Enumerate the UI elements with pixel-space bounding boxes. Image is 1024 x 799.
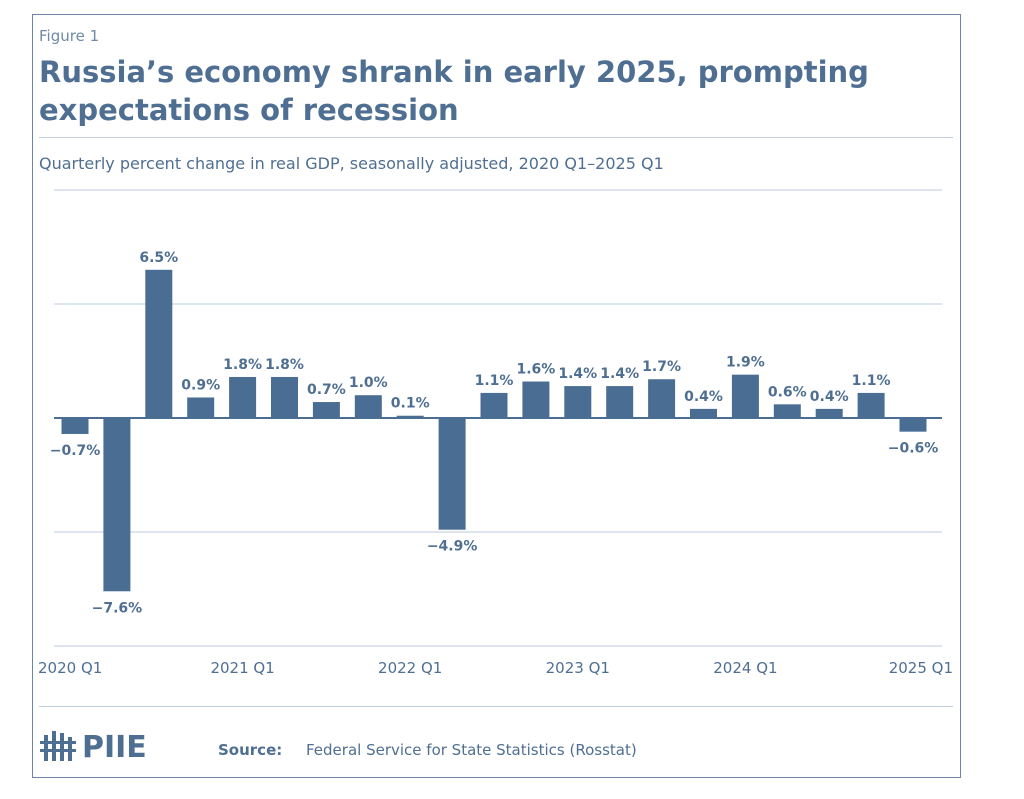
bar [731, 374, 759, 418]
source-label: Source: [218, 741, 283, 759]
piie-logo: PIIE [40, 729, 147, 765]
bar [564, 386, 592, 418]
data-label: 1.4% [558, 366, 597, 382]
data-label: 0.1% [391, 396, 430, 412]
data-label: 0.4% [684, 389, 723, 405]
bar [522, 381, 550, 418]
bar [61, 418, 89, 434]
data-label: 6.5% [139, 250, 178, 266]
x-tick-label: 2024 Q1 [713, 659, 777, 677]
x-tick-label: 2025 Q1 [889, 659, 953, 677]
chart-subtitle: Quarterly percent change in real GDP, se… [39, 154, 664, 173]
bar [857, 392, 885, 418]
x-tick-label: 2023 Q1 [546, 659, 610, 677]
bar [187, 397, 215, 418]
data-label: 1.8% [265, 357, 304, 373]
data-label: 1.7% [642, 359, 681, 375]
x-tick-label: 2020 Q1 [38, 659, 102, 677]
data-label: 0.9% [181, 377, 220, 393]
footer-divider [39, 706, 953, 707]
x-tick-label: 2021 Q1 [210, 659, 274, 677]
data-label: −0.6% [888, 441, 939, 457]
bar [690, 408, 717, 418]
title-divider [39, 137, 953, 138]
chart-title: Russia’s economy shrank in early 2025, p… [39, 55, 869, 127]
bar [773, 404, 801, 418]
bar [648, 379, 676, 418]
data-label: −0.7% [50, 443, 101, 459]
data-label: 0.7% [307, 382, 346, 398]
data-label: 1.6% [516, 362, 555, 378]
bar [145, 269, 173, 418]
bar [354, 395, 382, 418]
source-text: Federal Service for State Statistics (Ro… [306, 741, 637, 759]
figure-frame [32, 14, 961, 778]
piie-logo-icon [40, 731, 76, 761]
bar [438, 418, 466, 530]
bar [271, 376, 298, 418]
data-label: −4.9% [427, 539, 478, 555]
bar-chart: −0.7%−7.6%6.5%0.9%1.8% 1.8%0.7% 1.0%0.1%−4… [38, 189, 953, 677]
data-label: 0.6% [768, 384, 807, 400]
data-label: 1.9% [726, 355, 765, 371]
bar [312, 402, 340, 418]
logo-text: PIIE [82, 729, 147, 765]
bar [396, 415, 424, 418]
data-label: 1.0% [349, 375, 388, 391]
x-tick-label: 2022 Q1 [378, 659, 442, 677]
bar [899, 418, 927, 432]
bar [815, 408, 843, 418]
data-label: 1.8% [223, 357, 262, 373]
bar [103, 418, 131, 592]
bar [606, 386, 634, 418]
data-label: 1.4% [600, 366, 639, 382]
data-label: 1.1% [475, 373, 514, 389]
bar [229, 376, 257, 418]
data-label: 1.1% [852, 373, 891, 389]
figure-label: Figure 1 [39, 27, 100, 45]
data-label: −7.6% [92, 600, 143, 616]
bar [480, 392, 508, 418]
data-label: 0.4% [810, 389, 849, 405]
